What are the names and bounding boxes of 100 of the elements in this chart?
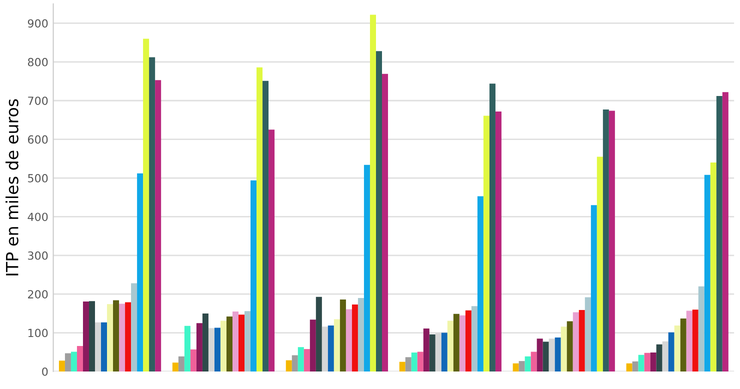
bar bbox=[489, 84, 496, 372]
bar bbox=[262, 80, 269, 372]
bar bbox=[554, 337, 561, 372]
bar bbox=[602, 110, 609, 372]
bar bbox=[107, 304, 114, 372]
bar bbox=[722, 92, 728, 372]
bar bbox=[465, 310, 472, 372]
bar bbox=[328, 325, 334, 372]
bar bbox=[548, 338, 555, 372]
bar bbox=[530, 352, 537, 372]
bar bbox=[244, 311, 251, 372]
bar bbox=[322, 326, 328, 372]
bar bbox=[686, 310, 692, 372]
bar bbox=[512, 363, 519, 372]
bar bbox=[155, 80, 162, 372]
bar bbox=[149, 57, 156, 372]
bar bbox=[143, 38, 150, 372]
bar bbox=[214, 328, 220, 372]
bar bbox=[268, 130, 275, 372]
y-tick-label: 700 bbox=[28, 96, 48, 106]
bar bbox=[710, 162, 716, 372]
bar bbox=[119, 304, 126, 372]
bar bbox=[286, 360, 292, 372]
bar bbox=[626, 363, 632, 372]
bar bbox=[542, 342, 549, 372]
bar bbox=[668, 332, 674, 372]
bar bbox=[131, 283, 138, 372]
bar bbox=[250, 180, 257, 372]
bar bbox=[178, 356, 184, 372]
bar bbox=[560, 326, 567, 372]
bar bbox=[447, 320, 454, 372]
bar bbox=[692, 310, 698, 372]
bar bbox=[196, 323, 202, 372]
bar bbox=[113, 300, 120, 372]
bar bbox=[716, 96, 722, 372]
bar bbox=[704, 174, 710, 372]
bar bbox=[423, 328, 430, 372]
bar bbox=[674, 325, 680, 372]
bar bbox=[524, 356, 531, 372]
bar bbox=[226, 316, 232, 372]
bar bbox=[172, 362, 178, 372]
bar bbox=[441, 332, 448, 372]
bar bbox=[572, 312, 579, 372]
bar bbox=[584, 297, 591, 372]
bar bbox=[346, 309, 352, 372]
bar bbox=[680, 318, 686, 372]
bar bbox=[698, 286, 704, 372]
bar bbox=[495, 111, 502, 372]
bar bbox=[101, 322, 108, 372]
bar bbox=[184, 326, 190, 372]
bar bbox=[399, 362, 406, 372]
bar bbox=[417, 352, 424, 372]
bar bbox=[352, 304, 358, 372]
bar bbox=[483, 116, 490, 372]
bar bbox=[310, 320, 316, 372]
bar bbox=[376, 51, 382, 372]
bar bbox=[518, 361, 525, 372]
bar bbox=[608, 110, 615, 372]
bar bbox=[644, 352, 650, 372]
bar bbox=[202, 313, 208, 372]
bar bbox=[578, 310, 585, 372]
bar bbox=[94, 322, 102, 372]
bar bbox=[316, 296, 322, 372]
bar bbox=[190, 349, 196, 372]
y-tick-label: 500 bbox=[28, 174, 48, 182]
bar bbox=[256, 67, 263, 372]
bar bbox=[370, 14, 376, 372]
bar bbox=[70, 352, 77, 372]
bar bbox=[632, 361, 638, 372]
bar bbox=[358, 298, 364, 372]
bar bbox=[411, 352, 418, 372]
bar bbox=[76, 346, 83, 372]
bar bbox=[125, 302, 132, 372]
bar bbox=[662, 341, 668, 372]
bar bbox=[453, 314, 460, 372]
bar bbox=[638, 354, 644, 372]
bar bbox=[566, 321, 573, 372]
bar bbox=[137, 173, 144, 372]
bar bbox=[220, 320, 226, 372]
bar bbox=[536, 338, 543, 372]
bar bbox=[208, 328, 214, 372]
y-tick-label: 0 bbox=[42, 367, 48, 376]
bar bbox=[64, 353, 71, 372]
bar bbox=[382, 74, 388, 372]
bar bbox=[656, 344, 662, 372]
bar bbox=[405, 357, 412, 372]
bar bbox=[650, 352, 656, 372]
bar bbox=[429, 334, 436, 372]
bar bbox=[340, 300, 346, 372]
bar bbox=[471, 306, 478, 372]
y-tick-label: 100 bbox=[28, 328, 48, 338]
y-tick-label: 400 bbox=[28, 212, 48, 222]
bar bbox=[334, 319, 340, 372]
bar bbox=[232, 312, 238, 372]
bar bbox=[596, 156, 603, 372]
y-tick-label: 800 bbox=[28, 58, 48, 66]
y-tick-label: 900 bbox=[28, 19, 48, 28]
bar bbox=[58, 360, 65, 372]
bar bbox=[88, 301, 95, 372]
bar bbox=[304, 349, 310, 372]
